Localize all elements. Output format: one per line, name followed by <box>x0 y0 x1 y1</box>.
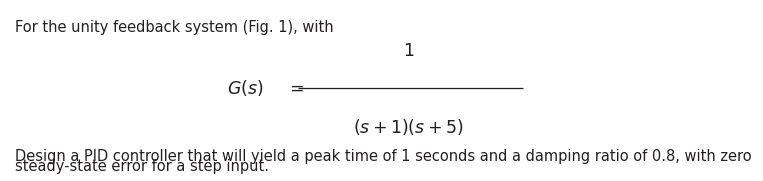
Text: $=$: $=$ <box>286 79 304 97</box>
Text: $1$: $1$ <box>403 42 414 60</box>
Text: $\mathit{(s+1)(s+5)}$: $\mathit{(s+1)(s+5)}$ <box>353 117 463 137</box>
Text: steady-state error for a step input.: steady-state error for a step input. <box>15 159 269 174</box>
Text: Design a PID controller that will yield a peak time of 1 seconds and a damping r: Design a PID controller that will yield … <box>15 149 752 164</box>
Text: $\mathit{G(s)}$: $\mathit{G(s)}$ <box>227 78 263 98</box>
Text: For the unity feedback system (Fig. 1), with: For the unity feedback system (Fig. 1), … <box>15 20 334 35</box>
